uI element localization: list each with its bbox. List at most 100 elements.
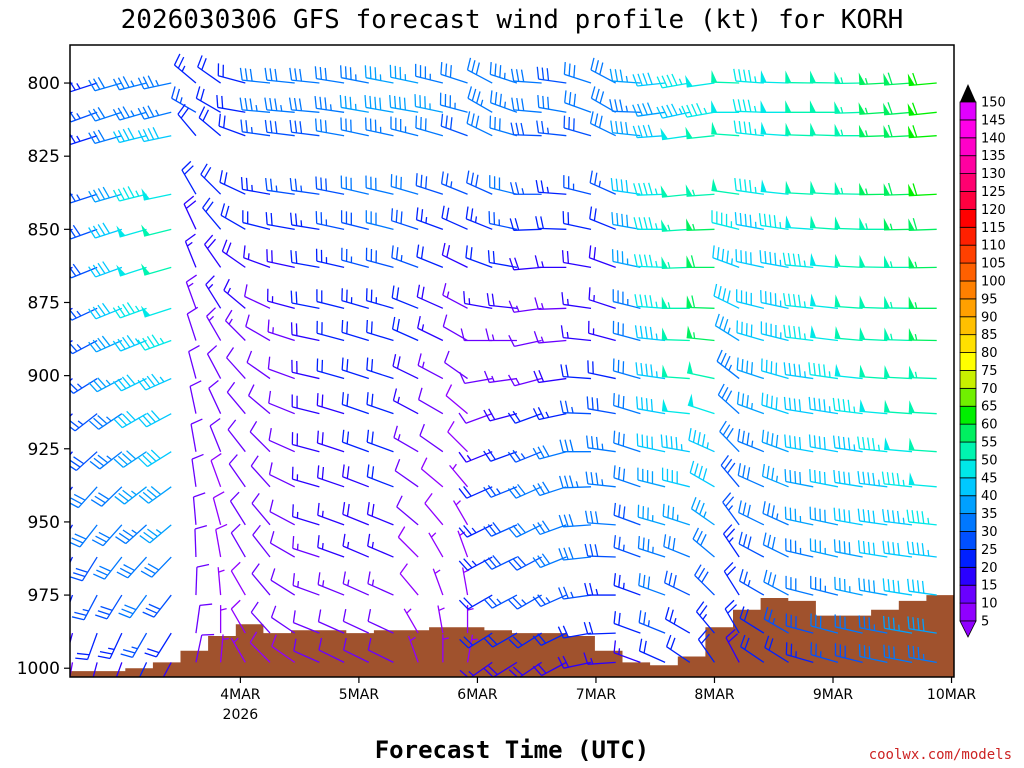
barb-shaft bbox=[115, 662, 123, 677]
barb-flag bbox=[341, 392, 345, 405]
barb-flag bbox=[173, 53, 181, 66]
barb-shaft bbox=[563, 375, 592, 380]
barb-half-flag bbox=[731, 258, 733, 265]
barb-flag bbox=[269, 530, 275, 544]
barb-shaft bbox=[270, 542, 296, 558]
barb-flag bbox=[594, 172, 598, 185]
barb-flag bbox=[661, 105, 668, 118]
colorbar-label: 90 bbox=[981, 310, 998, 325]
barb-pennant bbox=[834, 216, 841, 229]
barb-flag bbox=[766, 465, 770, 479]
barb-shaft bbox=[539, 486, 567, 497]
barb-flag bbox=[736, 357, 739, 370]
barb-flag bbox=[784, 434, 787, 447]
wind-barb bbox=[583, 652, 616, 665]
barb-pennant bbox=[810, 252, 817, 266]
barb-flag bbox=[511, 97, 515, 110]
barb-shaft bbox=[188, 351, 197, 379]
barb-shaft bbox=[366, 331, 394, 342]
wind-barb bbox=[191, 453, 204, 487]
barb-flag bbox=[726, 290, 731, 303]
barb-shaft bbox=[613, 622, 641, 634]
barb-half-flag bbox=[865, 130, 868, 137]
barb-shaft bbox=[688, 439, 715, 453]
barb-flag bbox=[723, 319, 729, 332]
wind-barb bbox=[483, 448, 518, 462]
wind-barb bbox=[250, 455, 271, 488]
barb-shaft bbox=[153, 594, 172, 618]
barb-shaft bbox=[127, 556, 148, 579]
barb-flag bbox=[672, 506, 675, 520]
wind-barb bbox=[834, 326, 863, 342]
barb-flag bbox=[113, 458, 124, 468]
wind-barb bbox=[218, 113, 246, 137]
wind-barb bbox=[70, 133, 98, 145]
barb-flag bbox=[670, 637, 676, 650]
wind-barb bbox=[365, 175, 394, 195]
wind-barb bbox=[762, 501, 789, 526]
barb-shaft bbox=[365, 77, 394, 84]
barb-flag bbox=[892, 617, 895, 631]
barb-half-flag bbox=[601, 443, 604, 450]
wind-barb bbox=[685, 75, 715, 88]
wind-barb bbox=[589, 206, 616, 230]
wind-barb bbox=[226, 347, 246, 379]
barb-shaft bbox=[449, 464, 469, 488]
barb-pennant bbox=[884, 295, 891, 308]
barb-shaft bbox=[908, 135, 937, 139]
wind-barb bbox=[70, 556, 98, 582]
wind-barb bbox=[95, 594, 123, 620]
barb-half-flag bbox=[471, 560, 477, 566]
barb-flag bbox=[208, 379, 219, 389]
wind-barb bbox=[561, 292, 592, 309]
wind-barb bbox=[725, 628, 740, 663]
barb-flag bbox=[415, 207, 419, 220]
barb-flag bbox=[516, 97, 520, 111]
barb-flag bbox=[441, 205, 445, 219]
barb-half-flag bbox=[135, 190, 140, 197]
barb-shaft bbox=[316, 78, 345, 84]
barb-shaft bbox=[291, 131, 320, 137]
barb-shaft bbox=[763, 544, 789, 558]
barb-flag bbox=[638, 573, 641, 586]
barb-flag bbox=[862, 436, 866, 450]
wind-barb bbox=[685, 184, 715, 197]
credit-link[interactable]: coolwx.com/models bbox=[869, 747, 1012, 763]
barb-shaft bbox=[884, 483, 913, 488]
wind-barb bbox=[489, 90, 518, 113]
wind-barb bbox=[112, 106, 147, 121]
barb-flag bbox=[265, 177, 268, 191]
wind-barb bbox=[686, 218, 715, 231]
wind-barb bbox=[858, 615, 888, 634]
barb-flag bbox=[644, 326, 648, 339]
wind-barb bbox=[116, 225, 147, 238]
wind-barb bbox=[342, 609, 370, 634]
barb-flag bbox=[73, 572, 86, 578]
barb-flag bbox=[726, 566, 737, 577]
barb-shaft bbox=[835, 551, 863, 558]
barb-flag bbox=[466, 111, 471, 124]
barb-flag bbox=[488, 665, 498, 676]
wind-barb bbox=[316, 289, 345, 309]
wind-barb bbox=[810, 575, 839, 596]
barb-flag bbox=[70, 191, 76, 202]
wind-barb bbox=[342, 637, 370, 663]
barb-shaft bbox=[183, 203, 197, 230]
barb-flag bbox=[197, 55, 203, 68]
barb-flag bbox=[113, 418, 123, 429]
barb-flag bbox=[723, 524, 733, 535]
barb-shaft bbox=[637, 336, 666, 342]
wind-barb bbox=[364, 65, 394, 84]
barb-flag bbox=[317, 572, 321, 585]
barb-half-flag bbox=[397, 434, 401, 441]
wind-barb bbox=[396, 495, 419, 526]
barb-flag bbox=[589, 582, 594, 596]
wind-barb bbox=[560, 364, 592, 380]
wind-barb bbox=[663, 570, 691, 596]
barb-flag bbox=[842, 436, 846, 450]
barb-pennant bbox=[859, 364, 866, 378]
barb-shaft bbox=[242, 109, 271, 113]
wind-barb bbox=[808, 434, 839, 453]
barb-flag bbox=[868, 579, 871, 592]
barb-flag bbox=[714, 313, 720, 326]
